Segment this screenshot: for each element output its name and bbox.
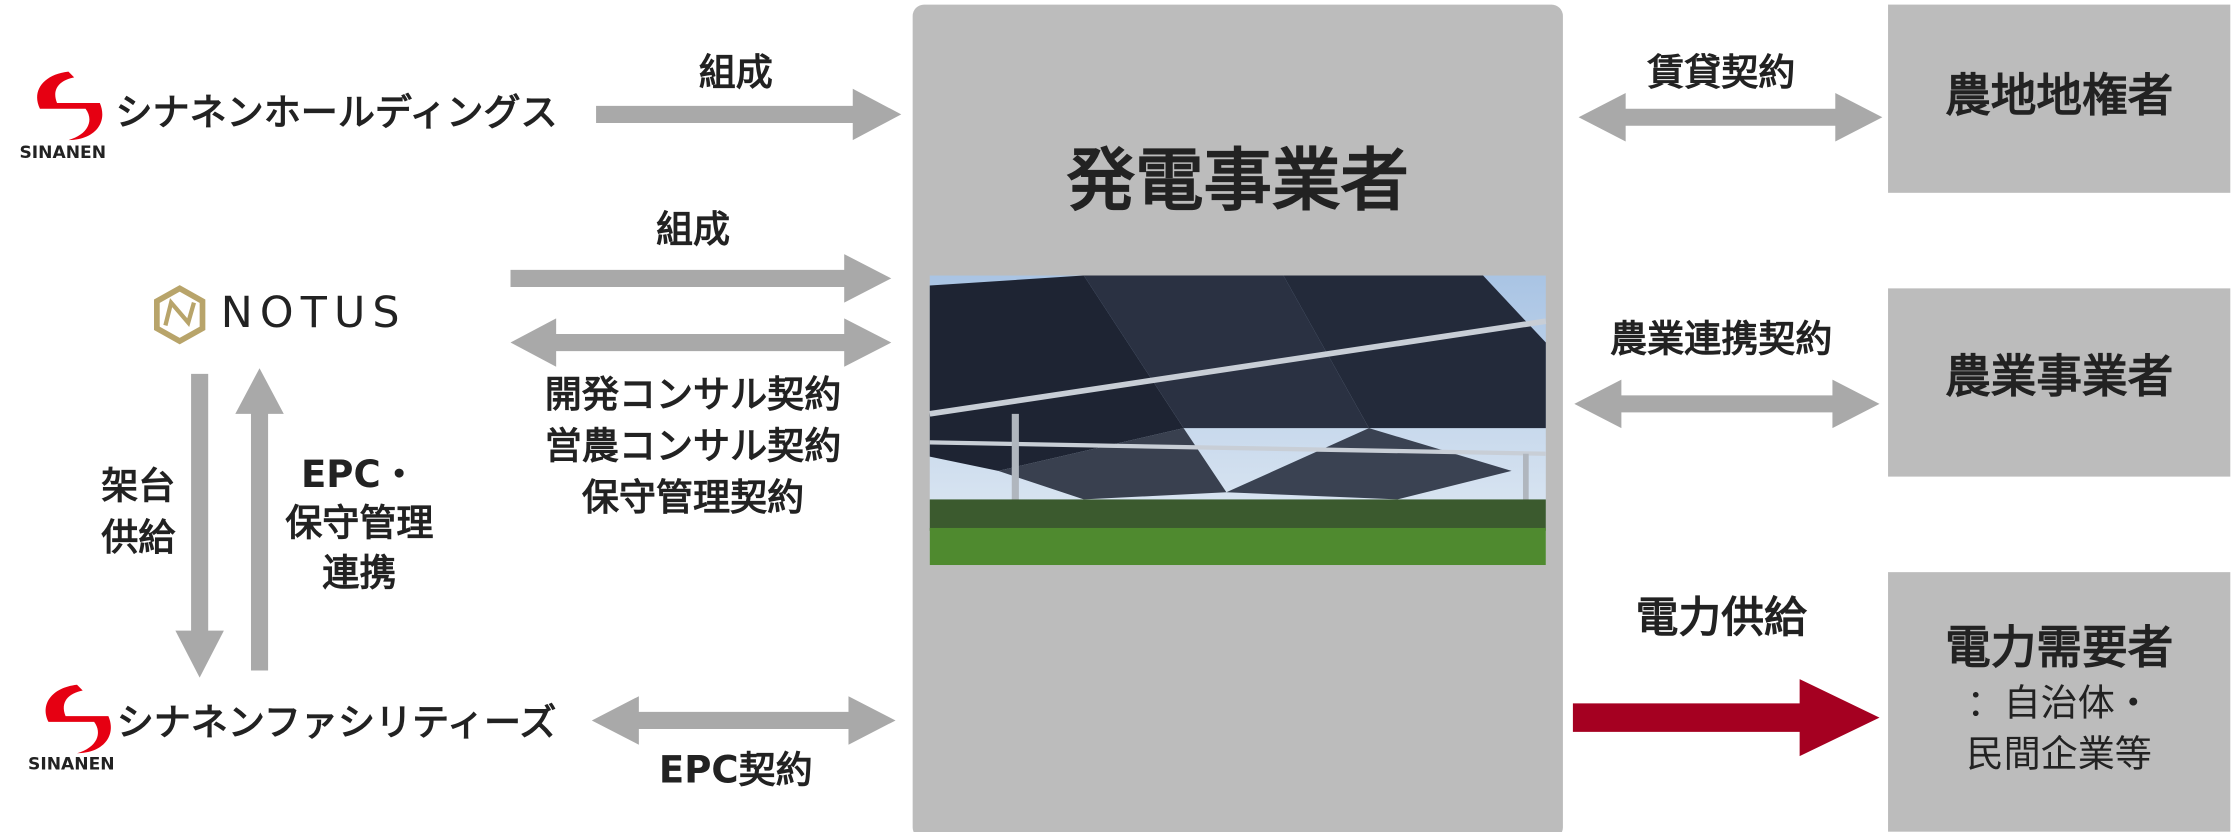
party-box <box>1888 4 2231 193</box>
arrow <box>596 88 902 141</box>
edge-label: 連携 <box>322 552 396 595</box>
logo-mark: SINANEN <box>19 143 106 163</box>
party-label: 農地地権者 <box>1945 69 2173 122</box>
photo <box>929 275 1547 566</box>
edge-label: 開発コンサル契約 <box>545 373 842 416</box>
party-sublabel: ：自治体・ <box>1967 681 2152 724</box>
center-label: 発電事業者 <box>1067 141 1409 221</box>
edge-label: 賃貸契約 <box>1646 51 1795 94</box>
edge-label: 供給 <box>101 516 176 559</box>
logo-notus: NOTUS <box>154 285 407 345</box>
party-label: 農業事業者 <box>1945 350 2173 403</box>
edge-label: 保守管理 <box>285 502 433 545</box>
logo-name: NOTUS <box>221 288 407 338</box>
arrow-power <box>1572 679 1880 757</box>
arrow <box>235 368 284 671</box>
logo-sinanen-holdings: SINANEN シナネンホールディングス <box>19 71 558 163</box>
arrow <box>1574 379 1880 429</box>
arrow <box>591 696 896 745</box>
logo-sinanen-facilities: SINANEN シナネンファシリティーズ <box>28 684 557 775</box>
arrow <box>510 254 892 303</box>
logo-name: シナネンファシリティーズ <box>117 701 557 744</box>
logo-name: シナネンホールディングス <box>115 91 557 134</box>
edge-label: 保守管理契約 <box>582 476 804 519</box>
edge-label: 営農コンサル契約 <box>545 425 842 468</box>
arrow <box>175 373 224 678</box>
party-sublabel: 民間企業等 <box>1967 733 2152 776</box>
edge-label: EPC・ <box>301 453 418 496</box>
party-box <box>1888 288 2231 477</box>
arrow <box>510 318 892 367</box>
logo-mark: SINANEN <box>28 755 115 775</box>
arrow <box>1578 93 1883 142</box>
party-label: 電力需要者 <box>1945 621 2173 674</box>
edge-label: 電力供給 <box>1636 593 1808 643</box>
edge-label: 組成 <box>699 51 773 94</box>
party-box <box>1888 572 2231 832</box>
edge-label: 農業連携契約 <box>1610 318 1832 361</box>
edge-label: 架台 <box>101 465 175 508</box>
edge-label: 組成 <box>656 208 730 251</box>
edge-label: EPC契約 <box>659 748 813 791</box>
